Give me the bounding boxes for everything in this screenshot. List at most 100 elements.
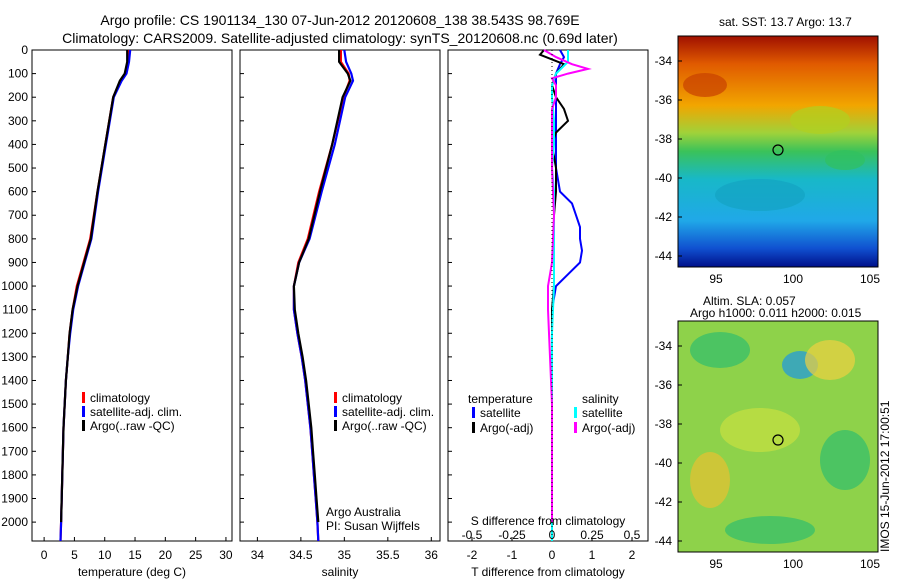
timestamp-vertical: IMOS 15-Jun-2012 17:00:51	[878, 400, 892, 552]
temperature-ytick-label: 600	[8, 185, 28, 199]
difference-s-tick-label: 0	[549, 528, 556, 542]
salinity-annotation-line: PI: Susan Wijffels	[326, 519, 420, 533]
difference-s-tick-label: 0.25	[580, 528, 604, 542]
map2-ytick-label: -38	[655, 417, 673, 431]
difference-legend-title-salinity: salinity	[582, 392, 619, 406]
salinity-legend-label: Argo(..raw -QC)	[342, 419, 427, 433]
figure-title-line2: Climatology: CARS2009. Satellite-adjuste…	[62, 30, 618, 46]
temperature-ytick-label: 1200	[1, 326, 28, 340]
temperature-ytick-label: 400	[8, 137, 28, 151]
salinity-series-argo-raw-qc-	[292, 50, 352, 523]
difference-legend-label: Argo(-adj)	[480, 421, 533, 435]
salinity-series-climatology	[292, 50, 351, 542]
temperature-ytick-label: 1500	[1, 397, 28, 411]
temperature-ytick-label: 1100	[2, 303, 28, 317]
temperature-legend-label: satellite-adj. clim.	[90, 405, 182, 419]
sst-map-title: sat. SST: 13.7 Argo: 13.7	[719, 15, 852, 29]
sla-patch-c	[805, 340, 855, 380]
temperature-legend-swatch	[82, 392, 85, 403]
temperature-xtick-label: 25	[189, 548, 203, 562]
salinity-legend-label: satellite-adj. clim.	[342, 405, 434, 419]
map1-ytick-label: -44	[655, 249, 673, 263]
map1-xtick-label: 95	[709, 272, 723, 286]
temperature-ytick-label: 700	[8, 208, 28, 222]
map2-xtick-label: 105	[860, 557, 880, 571]
difference-s-tick-label: 0.5	[624, 528, 641, 542]
temperature-xtick-label: 5	[71, 548, 78, 562]
sla-map	[677, 320, 879, 553]
difference-series-satellite	[551, 49, 584, 541]
sst-map-frame	[677, 35, 879, 268]
difference-xtick-label: 2	[629, 548, 636, 562]
map1-ytick-label: -40	[655, 171, 673, 185]
map1-xtick-label: 100	[783, 272, 803, 286]
sst-green-patch	[825, 150, 865, 170]
salinity-series-satellite-adj-clim-	[292, 49, 355, 542]
difference-legend-label: satellite	[480, 406, 521, 420]
temperature-ytick-label: 200	[8, 90, 28, 104]
temperature-axes	[31, 49, 233, 542]
temperature-ytick-label: 1700	[1, 444, 28, 458]
difference-xtick-label: 0	[549, 548, 556, 562]
temperature-legend-label: climatology	[90, 391, 150, 405]
temperature-ytick-label: 900	[8, 255, 28, 269]
temperature-xtick-label: 20	[159, 548, 173, 562]
temperature-xtick-label: 15	[128, 548, 142, 562]
salinity-legend-swatch	[334, 392, 337, 403]
sla-patch-d	[720, 408, 800, 452]
difference-series-argo-adj-	[543, 49, 592, 523]
temperature-xtick-label: 10	[98, 548, 112, 562]
sla-patch-g	[725, 516, 815, 544]
difference-legend-label: Argo(-adj)	[582, 421, 635, 435]
temperature-ytick-label: 1900	[1, 492, 28, 506]
difference-s-label: S difference from climatology	[471, 514, 626, 528]
temperature-xtick-label: 30	[219, 548, 233, 562]
difference-axes	[447, 49, 649, 542]
difference-legend-label: satellite	[582, 406, 623, 420]
salinity-legend-swatch	[334, 420, 337, 431]
temperature-ytick-label: 1800	[1, 468, 28, 482]
map1-ytick-label: -36	[655, 93, 673, 107]
argo-location-marker-sst	[772, 144, 784, 156]
map1-xtick-label: 105	[860, 272, 880, 286]
salinity-xtick-label: 34.5	[289, 548, 313, 562]
map2-xtick-label: 95	[709, 557, 723, 571]
sst-warm-patch	[683, 73, 727, 97]
difference-xtick-label: -2	[467, 548, 478, 562]
temperature-ytick-label: 300	[8, 114, 28, 128]
salinity-legend-swatch	[334, 406, 337, 417]
temperature-ytick-label: 0	[21, 43, 28, 57]
temperature-xlabel: temperature (deg C)	[78, 565, 186, 579]
sla-map-frame	[677, 320, 879, 553]
figure-title-line1: Argo profile: CS 1901134_130 07-Jun-2012…	[100, 12, 580, 28]
difference-legend-swatch	[574, 422, 577, 433]
temperature-ytick-label: 1300	[1, 350, 28, 364]
sst-front-patch	[790, 106, 850, 134]
map1-ytick-label: -42	[655, 210, 673, 224]
sst-map	[677, 35, 879, 268]
salinity-xtick-label: 35.5	[376, 548, 400, 562]
argo-location-marker-sla	[772, 434, 784, 446]
salinity-legend-label: climatology	[342, 391, 402, 405]
temperature-series-satellite-adj-clim-	[59, 49, 132, 542]
map2-xtick-label: 100	[783, 557, 803, 571]
salinity-xtick-label: 35	[338, 548, 352, 562]
temperature-ytick-label: 100	[8, 67, 28, 81]
sla-patch-a	[690, 332, 750, 368]
temperature-ytick-label: 1400	[1, 373, 28, 387]
difference-legend-swatch	[472, 407, 475, 418]
salinity-annotation-line: Argo Australia	[326, 505, 401, 519]
temperature-xtick-label: 0	[41, 548, 48, 562]
salinity-xtick-label: 34	[251, 548, 265, 562]
sst-cool-patch	[715, 179, 805, 211]
temperature-ytick-label: 800	[8, 232, 28, 246]
chart-dynamic-layer: 0100200300400500600700800900100011001200…	[1, 43, 880, 579]
map2-ytick-label: -42	[655, 495, 673, 509]
temperature-legend-swatch	[82, 406, 85, 417]
salinity-xtick-label: 36	[425, 548, 439, 562]
map2-ytick-label: -34	[655, 339, 673, 353]
temperature-legend-swatch	[82, 420, 85, 431]
difference-xtick-label: -1	[507, 548, 518, 562]
salinity-xlabel: salinity	[322, 565, 359, 579]
